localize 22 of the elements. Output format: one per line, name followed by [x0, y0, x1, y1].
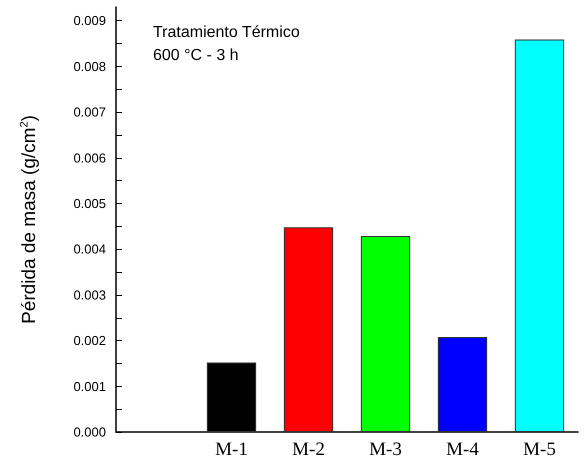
- bar: [514, 39, 564, 432]
- bar: [284, 227, 334, 432]
- y-tick-label: 0.007: [73, 104, 106, 120]
- annotation: Tratamiento Térmico: [153, 24, 300, 41]
- bar: [438, 336, 488, 432]
- x-tick-label: M-4: [446, 439, 480, 460]
- y-tick-label: 0.009: [73, 13, 106, 28]
- annotation: 600 °C - 3 h: [153, 47, 239, 64]
- y-tick-label: 0.006: [73, 150, 106, 166]
- y-tick-label: 0.000: [73, 424, 106, 440]
- x-tick-label: M-3: [369, 439, 402, 460]
- x-tick-label: M-1: [215, 439, 248, 460]
- bar: [360, 236, 410, 432]
- y-tick-label: 0.001: [73, 378, 106, 394]
- y-tick-label: 0.008: [73, 58, 106, 74]
- x-tick-label: M-5: [523, 439, 556, 460]
- y-tick-label: 0.005: [73, 196, 106, 212]
- y-tick-label: 0.002: [73, 333, 106, 348]
- y-axis-title: Pérdida de masa (g/cm2): [18, 115, 40, 324]
- x-tick-label: M-2: [292, 439, 325, 460]
- y-tick-label: 0.003: [73, 287, 106, 302]
- y-tick-label: 0.004: [73, 242, 106, 257]
